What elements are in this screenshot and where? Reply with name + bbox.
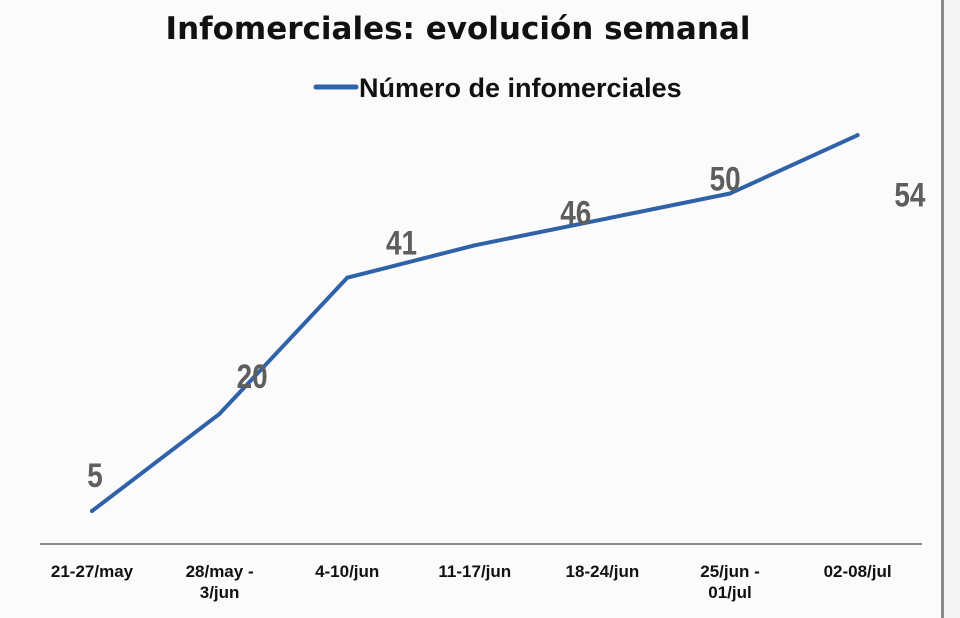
x-tick-label: 25/jun -01/jul [700,562,760,602]
data-point [90,509,94,513]
x-tick-label: 02-08/jul [824,562,892,581]
frame-border [941,0,944,618]
data-label: 54 [894,176,926,214]
x-tick-label: 28/may -3/jun [186,562,254,602]
x-tick-label: 21-27/may [51,562,134,581]
data-label: 46 [560,194,591,232]
x-tick-label: 11-17/jun [438,562,511,581]
data-point [600,217,605,222]
data-point [345,275,350,280]
data-point [217,411,222,416]
page-margin [944,0,960,618]
data-label: 20 [237,357,268,395]
x-tick-label: 4-10/jun [315,562,379,581]
legend-label: Número de infomerciales [359,73,682,103]
data-label: 41 [386,224,417,262]
chart-title: Infomerciales: evolución semanal [166,11,751,47]
x-tick-label: 18-24/jun [566,562,640,581]
data-point [728,191,732,196]
data-point [472,243,477,248]
series-line [90,133,860,513]
data-label: 50 [710,160,741,198]
legend: Número de infomerciales [313,73,682,103]
data-point [855,133,860,138]
data-label: 5 [87,456,103,494]
